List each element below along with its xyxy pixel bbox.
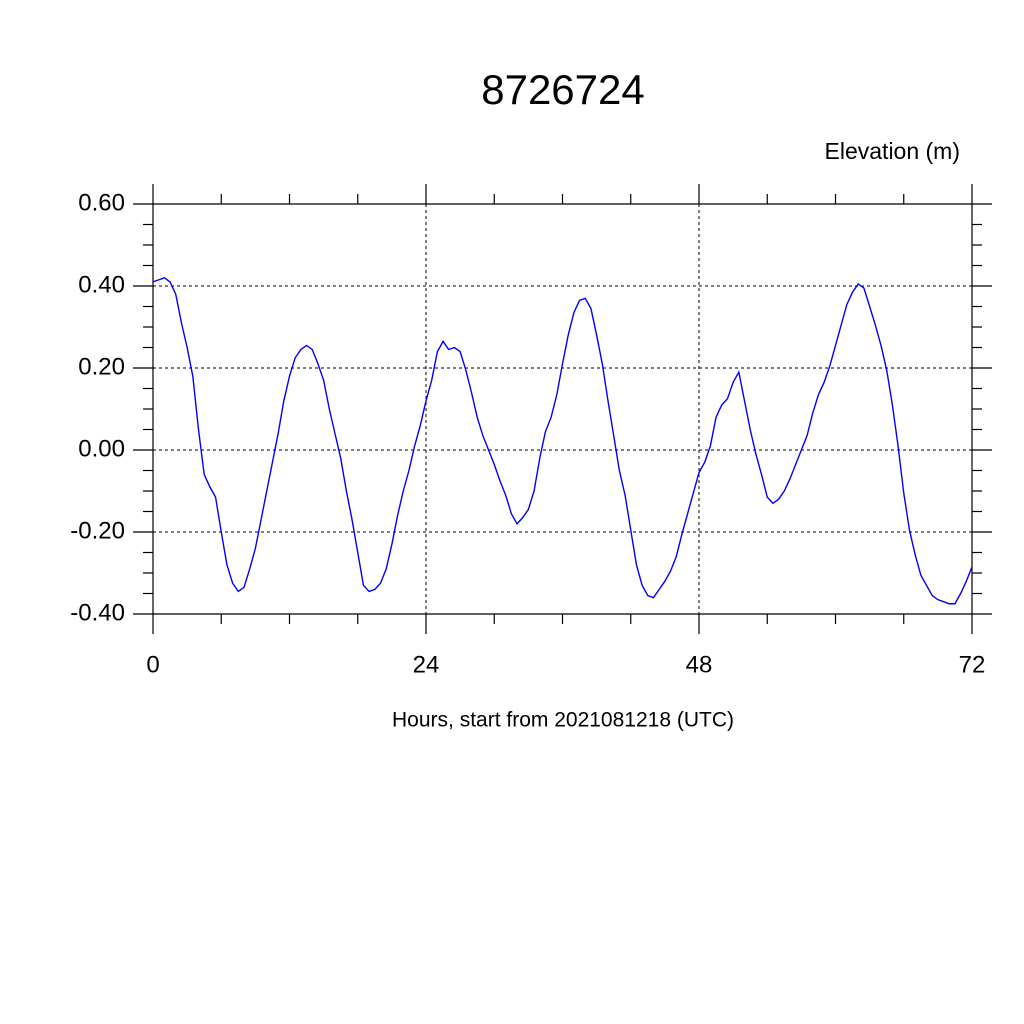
x-tick-label: 24 [413, 651, 440, 678]
x-tick-label: 72 [959, 651, 986, 678]
y-tick-label: 0.00 [78, 435, 125, 462]
x-tick-label: 48 [686, 651, 713, 678]
y-tick-label: 0.20 [78, 353, 125, 380]
y-tick-label: 0.60 [78, 189, 125, 216]
chart-title: 8726724 [481, 66, 645, 113]
y-tick-label: -0.40 [70, 599, 125, 626]
y-tick-label: -0.20 [70, 517, 125, 544]
x-axis-label: Hours, start from 2021081218 (UTC) [392, 709, 734, 732]
y-axis-label: Elevation (m) [825, 138, 960, 164]
x-tick-label: 0 [146, 651, 159, 678]
y-tick-label: 0.40 [78, 271, 125, 298]
data-line [152, 277, 973, 605]
